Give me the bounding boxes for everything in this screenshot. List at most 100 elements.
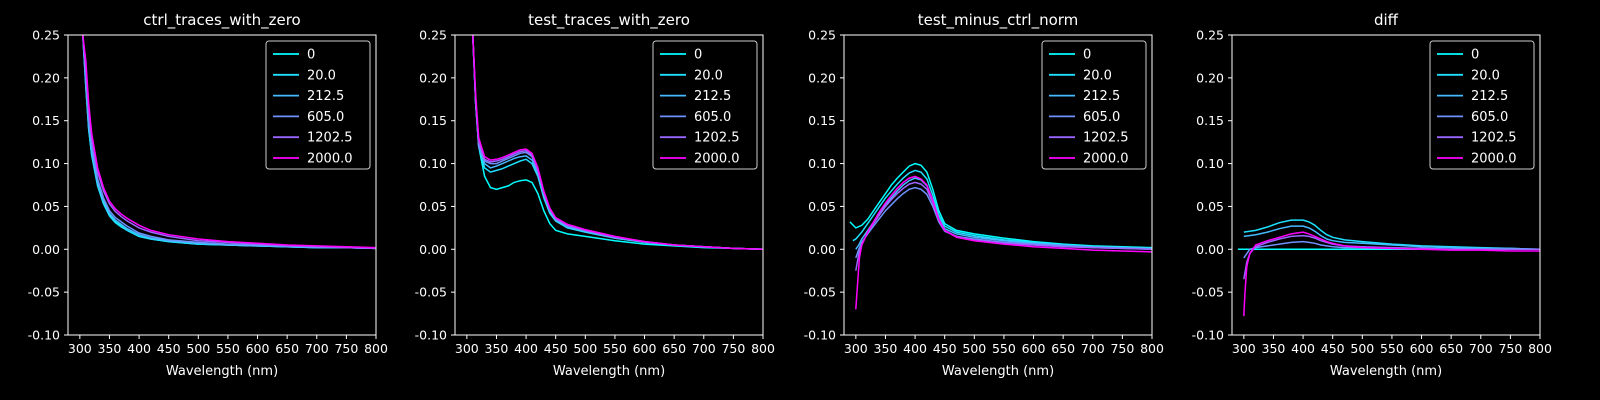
y-tick-label: 0.15 <box>419 113 447 128</box>
series-line-2000.0 <box>472 35 763 251</box>
x-tick-label: 300 <box>844 341 868 356</box>
y-tick-label: 0.25 <box>32 28 60 43</box>
y-tick-label: 0.00 <box>1196 242 1224 257</box>
series-line-20.0 <box>852 169 1152 250</box>
y-tick-label: 0.05 <box>1196 199 1224 214</box>
x-tick-label: 400 <box>903 341 927 356</box>
y-tick-label: 0.00 <box>32 242 60 257</box>
x-tick-label: 700 <box>305 341 329 356</box>
x-tick-label: 750 <box>334 341 358 356</box>
legend-label-2000.0: 2000.0 <box>1471 152 1517 167</box>
x-tick-label: 650 <box>1439 341 1463 356</box>
legend-label-2000.0: 2000.0 <box>694 152 740 167</box>
legend-label-20.0: 20.0 <box>307 68 336 83</box>
x-tick-label: 650 <box>1051 341 1075 356</box>
y-tick-label: 0.00 <box>808 242 836 257</box>
y-tick-label: -0.10 <box>28 328 60 343</box>
y-tick-label: -0.05 <box>804 285 836 300</box>
chart-panel-4: 300 350 400 450 500 550 600 650 700 750 800 -0.10 -0… <box>1192 11 1552 379</box>
y-tick-label: 0.10 <box>1196 156 1224 171</box>
legend-label-605.0: 605.0 <box>1471 110 1508 125</box>
y-tick-label: 0.15 <box>808 113 836 128</box>
x-tick-label: 450 <box>157 341 181 356</box>
y-tick-label: 0.00 <box>419 242 447 257</box>
x-tick-label: 750 <box>721 341 745 356</box>
series-line-2000.0 <box>82 35 376 249</box>
y-tick-label: 0.05 <box>32 199 60 214</box>
legend-label-1202.5: 1202.5 <box>1471 131 1517 146</box>
chart-panel-3: 300 350 400 450 500 550 600 650 700 750 800 -0.10 -0… <box>804 11 1164 379</box>
x-tick-label: 300 <box>455 341 479 356</box>
x-tick-label: 600 <box>633 341 657 356</box>
x-tick-label: 550 <box>603 341 627 356</box>
y-tick-label: 0.15 <box>1196 113 1224 128</box>
axes-frame <box>67 34 377 336</box>
axes-frame <box>1231 34 1541 336</box>
x-axis-label: Wavelength (nm) <box>166 364 278 379</box>
legend-box <box>652 40 758 170</box>
chart-title: ctrl_traces_with_zero <box>143 11 300 30</box>
x-tick-label: 600 <box>1022 341 1046 356</box>
legend-label-0: 0 <box>1083 48 1091 63</box>
series-line-2000.0 <box>855 175 1152 310</box>
legend-box <box>265 40 371 170</box>
x-tick-label: 800 <box>1528 341 1552 356</box>
x-tick-label: 550 <box>992 341 1016 356</box>
x-tick-label: 400 <box>1291 341 1315 356</box>
y-tick-label: 0.15 <box>32 113 60 128</box>
chart-title: diff <box>1374 11 1399 29</box>
legend-label-605.0: 605.0 <box>694 110 731 125</box>
legend-label-2000.0: 2000.0 <box>1083 152 1129 167</box>
y-tick-label: 0.20 <box>1196 70 1224 85</box>
x-tick-label: 550 <box>1380 341 1404 356</box>
legend-label-605.0: 605.0 <box>1083 110 1120 125</box>
x-tick-label: 500 <box>1350 341 1374 356</box>
y-tick-label: -0.10 <box>804 328 836 343</box>
legend-label-212.5: 212.5 <box>1083 89 1120 104</box>
x-tick-label: 600 <box>246 341 270 356</box>
y-tick-label: -0.10 <box>1192 328 1224 343</box>
legend: 0 20.0 212.5 605.0 1202.5 2000.0 <box>265 40 371 170</box>
y-tick-label: 0.25 <box>808 28 836 43</box>
y-tick-label: 0.20 <box>808 70 836 85</box>
x-tick-label: 300 <box>68 341 92 356</box>
legend: 0 20.0 212.5 605.0 1202.5 2000.0 <box>652 40 758 170</box>
x-tick-label: 350 <box>1262 341 1286 356</box>
y-tick-label: 0.20 <box>419 70 447 85</box>
y-tick-label: 0.25 <box>419 28 447 43</box>
x-tick-label: 350 <box>98 341 122 356</box>
x-axis-label: Wavelength (nm) <box>1330 364 1442 379</box>
x-tick-label: 350 <box>874 341 898 356</box>
x-tick-label: 450 <box>933 341 957 356</box>
x-tick-label: 700 <box>1081 341 1105 356</box>
legend-label-212.5: 212.5 <box>694 89 731 104</box>
x-tick-label: 700 <box>692 341 716 356</box>
axes-frame <box>454 34 764 336</box>
legend-label-20.0: 20.0 <box>694 68 723 83</box>
x-axis-label: Wavelength (nm) <box>553 364 665 379</box>
series-line-212.5 <box>1243 225 1540 251</box>
series-group <box>82 35 376 250</box>
x-tick-label: 650 <box>662 341 686 356</box>
x-tick-label: 400 <box>127 341 151 356</box>
series-line-0 <box>849 162 1152 249</box>
series-group <box>472 35 763 251</box>
legend-label-20.0: 20.0 <box>1471 68 1500 83</box>
x-tick-label: 750 <box>1498 341 1522 356</box>
x-tick-label: 550 <box>216 341 240 356</box>
series-line-20.0 <box>1243 219 1540 251</box>
y-tick-label: -0.05 <box>1192 285 1224 300</box>
x-tick-label: 650 <box>275 341 299 356</box>
legend-label-1202.5: 1202.5 <box>1083 131 1129 146</box>
x-tick-label: 500 <box>186 341 210 356</box>
chart-panel-2: 300 350 400 450 500 550 600 650 700 750 800 -0.10 -0… <box>415 11 775 379</box>
series-group <box>849 162 1152 310</box>
legend-label-0: 0 <box>307 48 315 63</box>
x-tick-label: 300 <box>1232 341 1256 356</box>
x-tick-label: 350 <box>485 341 509 356</box>
legend-label-1202.5: 1202.5 <box>307 131 353 146</box>
series-line-1202.5 <box>1243 234 1540 280</box>
x-tick-label: 800 <box>1140 341 1164 356</box>
y-tick-label: -0.10 <box>415 328 447 343</box>
